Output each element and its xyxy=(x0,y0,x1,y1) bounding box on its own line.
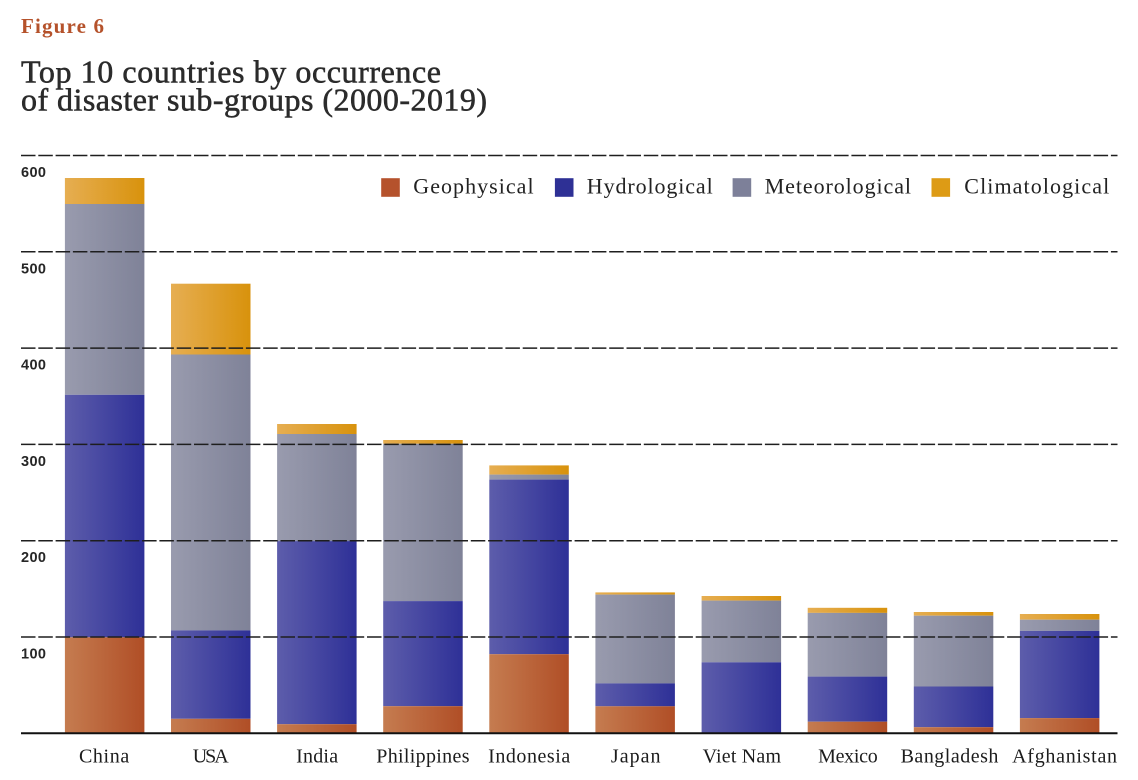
svg-text:Bangladesh: Bangladesh xyxy=(901,746,999,768)
svg-text:Top 10 countries by occurrence: Top 10 countries by occurrence xyxy=(21,54,441,90)
svg-text:Viet Nam: Viet Nam xyxy=(703,746,782,768)
svg-text:Japan: Japan xyxy=(611,746,661,768)
svg-text:100: 100 xyxy=(21,647,46,663)
svg-text:of disaster sub-groups (2000-2: of disaster sub-groups (2000-2019) xyxy=(21,82,487,118)
svg-text:500: 500 xyxy=(21,261,46,277)
svg-text:Geophysical: Geophysical xyxy=(413,174,533,199)
svg-text:USA: USA xyxy=(193,746,230,768)
svg-text:Philippines: Philippines xyxy=(376,746,469,768)
svg-text:Hydrological: Hydrological xyxy=(587,174,713,199)
svg-text:400: 400 xyxy=(21,358,46,374)
svg-text:Afghanistan: Afghanistan xyxy=(1012,746,1117,768)
svg-text:Climatological: Climatological xyxy=(964,174,1109,199)
svg-text:Mexico: Mexico xyxy=(818,746,878,768)
svg-text:600: 600 xyxy=(21,165,46,181)
svg-text:Meteorological: Meteorological xyxy=(765,174,911,199)
svg-text:200: 200 xyxy=(21,550,46,566)
svg-text:China: China xyxy=(79,746,129,768)
svg-text:Figure 6: Figure 6 xyxy=(21,14,104,38)
svg-text:300: 300 xyxy=(21,454,46,470)
svg-text:India: India xyxy=(296,746,338,768)
svg-text:Indonesia: Indonesia xyxy=(488,746,570,768)
